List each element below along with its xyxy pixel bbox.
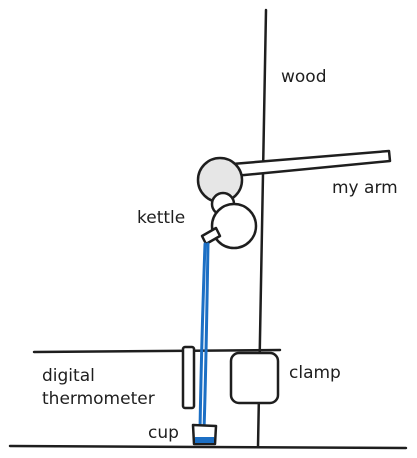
kettle-spout: [200, 226, 222, 246]
label-my-arm: my arm: [332, 178, 398, 198]
label-cup: cup: [148, 423, 179, 443]
label-kettle: kettle: [137, 208, 185, 228]
water-stream: [198, 242, 210, 432]
table-line: [32, 348, 282, 354]
label-clamp: clamp: [289, 363, 341, 383]
label-thermometer-line2: thermometer: [42, 389, 155, 409]
ground-line: [8, 444, 408, 450]
kettle-body: [210, 202, 258, 250]
arm-bar: [230, 149, 392, 178]
label-thermometer-line1: digital: [42, 366, 95, 386]
label-wood: wood: [281, 67, 327, 87]
digital-thermometer: [181, 345, 196, 410]
clamp-box: [229, 351, 280, 405]
cup-water: [195, 437, 214, 443]
